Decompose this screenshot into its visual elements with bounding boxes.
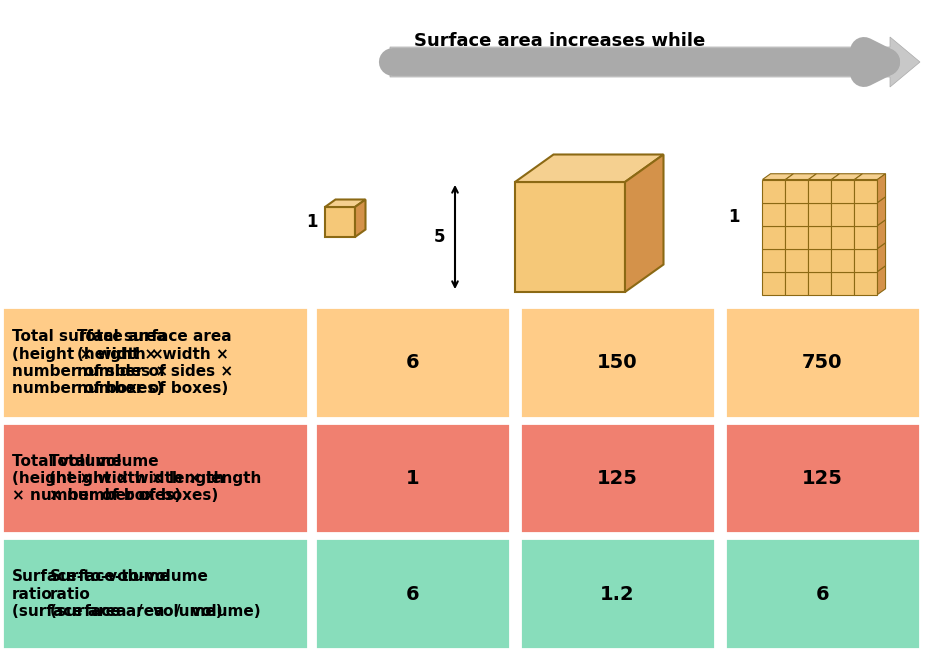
FancyBboxPatch shape [314,422,509,533]
Polygon shape [876,173,885,203]
Text: 1: 1 [306,213,317,231]
Text: 6: 6 [405,585,419,604]
FancyBboxPatch shape [724,422,919,533]
Polygon shape [876,197,885,226]
FancyBboxPatch shape [2,422,308,533]
Polygon shape [762,226,784,248]
FancyBboxPatch shape [314,539,509,649]
Text: Surface-to-volume
ratio
(surface area  /  volume): Surface-to-volume ratio (surface area / … [12,569,223,619]
Text: Total surface area
(height × width ×
number of sides ×
number of boxes): Total surface area (height × width × num… [12,329,168,396]
Text: 125: 125 [801,469,842,488]
Polygon shape [854,203,876,226]
Polygon shape [762,203,784,226]
Text: 1: 1 [727,208,739,226]
Polygon shape [784,179,808,203]
Polygon shape [830,226,854,248]
Polygon shape [854,271,876,295]
Text: Surface area increases while
total volume remains constant:: Surface area increases while total volum… [401,32,718,71]
Polygon shape [784,226,808,248]
Text: 750: 750 [801,353,841,372]
Text: 150: 150 [596,353,637,372]
Polygon shape [830,203,854,226]
FancyBboxPatch shape [519,539,714,649]
FancyBboxPatch shape [724,307,919,418]
Polygon shape [325,207,355,237]
Text: 1.2: 1.2 [600,585,634,604]
Polygon shape [854,248,876,271]
FancyBboxPatch shape [2,539,308,649]
Polygon shape [854,173,885,179]
Polygon shape [830,271,854,295]
Polygon shape [854,226,876,248]
Text: 125: 125 [596,469,637,488]
Text: 6: 6 [815,585,828,604]
Polygon shape [808,248,830,271]
Polygon shape [876,243,885,271]
Text: 1: 1 [405,469,419,488]
Text: Total surface area
(height × width ×
number of sides ×
number of boxes): Total surface area (height × width × num… [77,329,233,396]
Polygon shape [762,173,793,179]
Text: Surface-to-volume
ratio
(surface area  /  volume): Surface-to-volume ratio (surface area / … [50,569,260,619]
FancyBboxPatch shape [2,307,308,418]
Polygon shape [830,173,862,179]
FancyBboxPatch shape [519,307,714,418]
Text: 6: 6 [405,353,419,372]
Polygon shape [830,248,854,271]
Polygon shape [784,271,808,295]
Text: Total volume
(height × width × length
× number of boxes): Total volume (height × width × length × … [12,454,224,503]
Text: 5: 5 [433,228,445,246]
Polygon shape [808,203,830,226]
Polygon shape [876,266,885,295]
FancyBboxPatch shape [724,539,919,649]
Polygon shape [515,155,663,182]
Polygon shape [355,200,365,237]
FancyBboxPatch shape [314,307,509,418]
Polygon shape [762,248,784,271]
Polygon shape [389,37,919,87]
Polygon shape [784,173,815,179]
Polygon shape [808,226,830,248]
Polygon shape [830,179,854,203]
Polygon shape [876,220,885,248]
Polygon shape [854,179,876,203]
Polygon shape [762,179,784,203]
Polygon shape [784,203,808,226]
Polygon shape [784,248,808,271]
Polygon shape [808,271,830,295]
Polygon shape [515,182,624,292]
Text: Total volume
(height × width × length
× number of boxes): Total volume (height × width × length × … [49,454,261,503]
Polygon shape [808,173,839,179]
Polygon shape [624,155,663,292]
Polygon shape [762,271,784,295]
Polygon shape [808,179,830,203]
FancyBboxPatch shape [519,422,714,533]
Polygon shape [325,200,365,207]
